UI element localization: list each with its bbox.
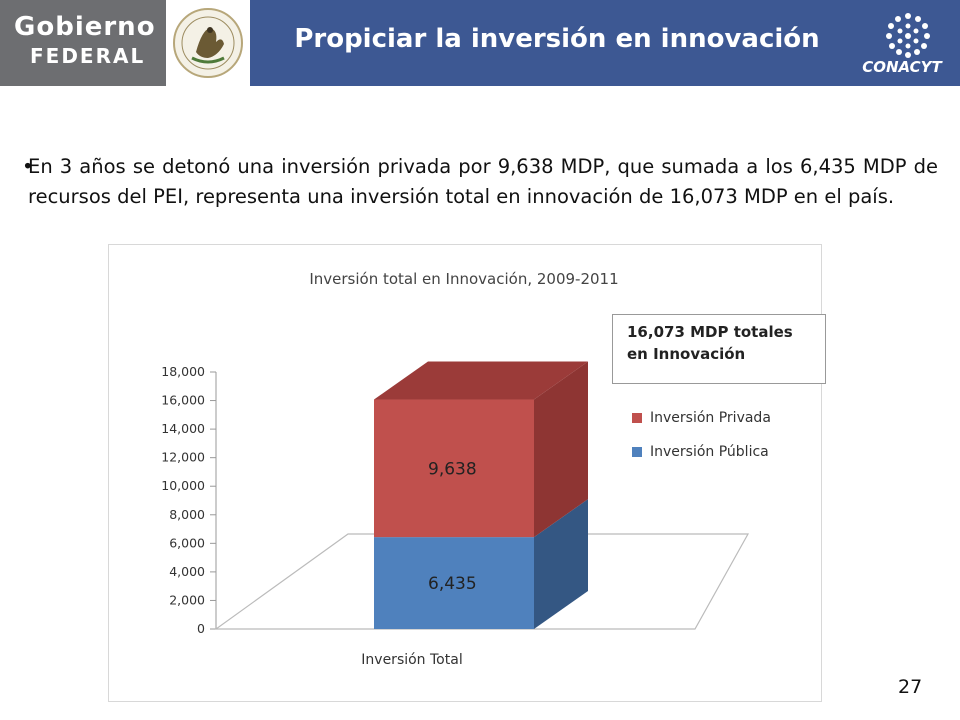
y-tick-label: 12,000 (161, 450, 205, 465)
gobierno-label: Gobierno (14, 12, 156, 42)
body-text: En 3 años se detonó una inversión privad… (28, 155, 938, 208)
x-category-label: Inversión Total (361, 652, 462, 668)
gobierno-federal-logo: Gobierno FEDERAL (0, 0, 166, 86)
legend-label-privada: Inversión Privada (650, 410, 771, 426)
legend-item-privada: Inversión Privada (632, 410, 771, 426)
callout-text: 16,073 MDP totales en Innovación (627, 321, 793, 365)
y-tick-label: 2,000 (169, 592, 205, 607)
y-tick-label: 10,000 (161, 478, 205, 493)
y-tick-label: 14,000 (161, 421, 205, 436)
chart-svg: Inversión total en Innovación, 2009-2011… (161, 270, 750, 668)
conacyt-logo-icon (886, 13, 930, 58)
bar-side-privada (534, 361, 588, 538)
total-callout: 16,073 MDP totales en Innovación (612, 314, 826, 384)
y-tick-label: 8,000 (169, 507, 205, 522)
legend-item-publica: Inversión Pública (632, 444, 769, 460)
y-tick-label: 16,000 (161, 393, 205, 408)
callout-line1: 16,073 MDP totales (627, 323, 793, 341)
legend-label-publica: Inversión Pública (650, 444, 769, 460)
data-label-privada: 9,638 (428, 459, 477, 479)
chart-title: Inversión total en Innovación, 2009-2011 (309, 270, 618, 288)
mexican-seal-icon (173, 8, 243, 78)
bar-front-publica (374, 537, 534, 629)
y-tick-label: 6,000 (169, 535, 205, 550)
bullet-icon: • (22, 155, 34, 178)
y-tick-label: 18,000 (161, 364, 205, 379)
conacyt-label: CONACYT (862, 58, 942, 76)
data-label-publica: 6,435 (428, 574, 477, 594)
body-paragraph: • En 3 años se detonó una inversión priv… (22, 152, 938, 212)
bar-side-publica (534, 499, 588, 629)
page-title: Propiciar la inversión en innovación (294, 24, 820, 54)
legend-swatch-privada (632, 413, 642, 423)
slide-number: 27 (898, 676, 923, 698)
callout-line2: en Innovación (627, 345, 746, 363)
bar-front-privada (374, 399, 534, 538)
bar-top-privada (374, 361, 588, 400)
y-tick-label: 4,000 (169, 564, 205, 579)
seal-container (166, 0, 250, 86)
legend-swatch-publica (632, 447, 642, 457)
federal-label: FEDERAL (30, 44, 146, 68)
y-tick-label: 0 (197, 621, 205, 636)
header-bar: Gobierno FEDERAL Propiciar la inversión … (0, 0, 960, 86)
